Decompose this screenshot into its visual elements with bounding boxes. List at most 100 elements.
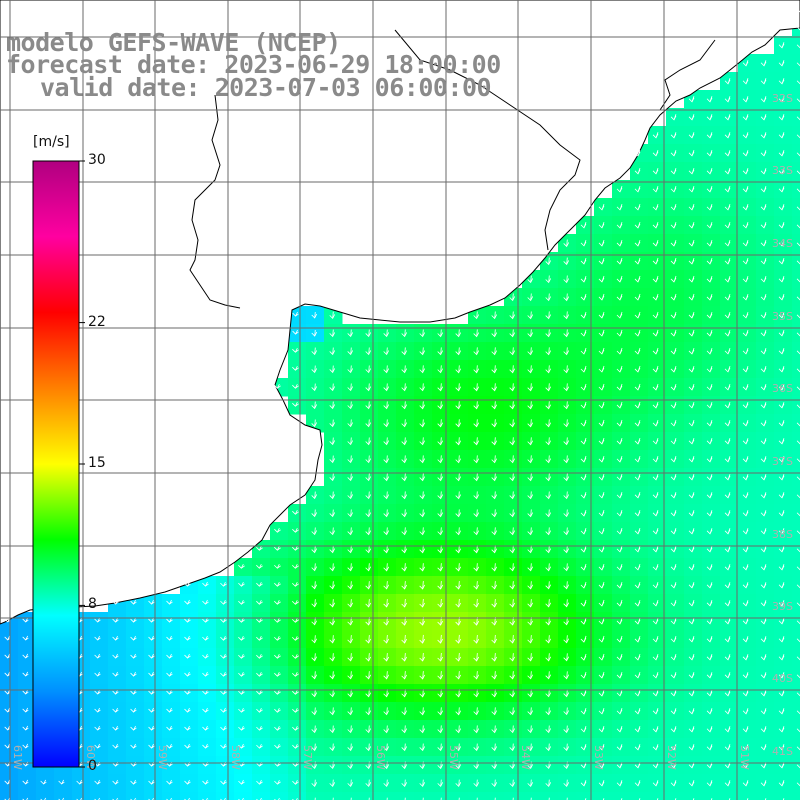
- wind-arrow: [422, 797, 424, 800]
- wind-arrow: [634, 239, 641, 247]
- wind-arrow: [166, 617, 173, 623]
- wind-arrow: [563, 707, 570, 716]
- wind-arrow: [634, 455, 641, 463]
- wind-arrow: [563, 293, 570, 302]
- wind-arrow: [530, 797, 532, 800]
- wind-arrow: [274, 618, 281, 623]
- wind-arrow: [724, 293, 731, 301]
- wind-arrow: [760, 96, 767, 103]
- wind-arrow: [706, 329, 713, 337]
- wind-arrow: [473, 329, 480, 338]
- longitude-label: 59W: [156, 745, 169, 770]
- wind-arrow: [688, 672, 695, 679]
- wind-arrow: [311, 671, 318, 680]
- wind-arrow: [473, 563, 480, 572]
- wind-arrow: [148, 725, 155, 731]
- wind-arrow: [688, 528, 695, 535]
- wind-arrow: [292, 329, 299, 335]
- wind-arrow: [347, 743, 354, 752]
- wind-arrow: [796, 44, 800, 49]
- wind-arrow: [652, 186, 659, 193]
- wind-arrow: [22, 617, 29, 623]
- wind-arrow: [437, 581, 444, 590]
- wind-arrow: [742, 456, 749, 463]
- wind-arrow: [634, 437, 641, 445]
- wind-arrow: [616, 780, 623, 787]
- wind-arrow: [742, 510, 749, 517]
- wind-arrow: [401, 652, 408, 662]
- wind-arrow: [383, 599, 390, 608]
- wind-arrow: [509, 581, 516, 590]
- wind-arrow: [455, 365, 462, 374]
- wind-arrow: [383, 725, 390, 734]
- wind-arrow: [311, 635, 318, 644]
- wind-arrow: [329, 383, 336, 392]
- wind-arrow: [437, 473, 444, 482]
- wind-arrow: [509, 635, 516, 644]
- longitude-label: 56W: [374, 745, 387, 770]
- wind-arrow: [724, 474, 731, 481]
- wind-arrow: [563, 275, 570, 284]
- wind-arrow: [796, 80, 800, 85]
- wind-arrow: [670, 780, 677, 787]
- wind-arrow: [274, 690, 281, 695]
- wind-arrow: [112, 689, 119, 695]
- wind-arrow: [778, 726, 785, 733]
- wind-arrow: [760, 564, 767, 571]
- wind-arrow: [778, 60, 785, 67]
- wind-arrow: [706, 726, 713, 733]
- wind-arrow: [580, 509, 587, 517]
- latitude-label: 32S: [772, 92, 793, 105]
- wind-arrow: [724, 672, 731, 679]
- wind-arrow: [760, 744, 767, 751]
- wind-arrow: [419, 509, 426, 518]
- wind-arrow: [220, 581, 227, 587]
- wind-arrow: [778, 420, 785, 427]
- wind-arrow: [706, 239, 713, 247]
- wind-arrow: [527, 275, 534, 284]
- border-line: [394, 29, 581, 251]
- wind-arrow: [112, 599, 119, 605]
- wind-arrow: [688, 654, 695, 661]
- wind-arrow: [401, 401, 408, 410]
- wind-arrow: [419, 473, 426, 482]
- wind-arrow: [598, 689, 605, 697]
- wind-arrow: [796, 638, 800, 643]
- wind-arrow: [742, 186, 749, 193]
- colorbar-tick-label: 22: [88, 313, 106, 330]
- wind-arrow: [166, 599, 173, 605]
- wind-arrow: [491, 419, 498, 428]
- wind-arrow: [778, 438, 785, 445]
- wind-arrow: [742, 672, 749, 679]
- wind-arrow: [491, 491, 498, 500]
- wind-arrow: [329, 437, 336, 446]
- wind-arrow: [688, 114, 695, 121]
- wind-arrow: [688, 311, 695, 319]
- wind-arrow: [292, 797, 299, 800]
- wind-arrow: [796, 224, 800, 229]
- wind-arrow: [616, 293, 623, 301]
- wind-arrow: [638, 798, 641, 800]
- wind-arrow: [419, 598, 426, 608]
- wind-arrow: [545, 419, 552, 428]
- wind-arrow: [598, 311, 605, 319]
- wind-arrow: [166, 635, 173, 641]
- wind-arrow: [365, 725, 372, 734]
- wind-arrow: [778, 636, 785, 643]
- wind-arrow: [22, 743, 29, 749]
- wind-arrow: [760, 438, 767, 445]
- wind-arrow: [616, 744, 623, 751]
- wind-arrow: [584, 798, 587, 800]
- wind-arrow: [401, 598, 408, 608]
- wind-arrow: [545, 347, 552, 356]
- wind-arrow: [527, 581, 534, 590]
- wind-arrow: [292, 654, 299, 659]
- wind-arrow: [383, 689, 390, 698]
- wind-arrow: [796, 692, 800, 697]
- wind-arrow: [238, 797, 245, 800]
- wind-arrow: [419, 634, 426, 644]
- wind-arrow: [728, 798, 731, 800]
- wind-arrow: [383, 563, 390, 572]
- wind-arrow: [238, 617, 245, 623]
- wind-arrow: [311, 563, 318, 572]
